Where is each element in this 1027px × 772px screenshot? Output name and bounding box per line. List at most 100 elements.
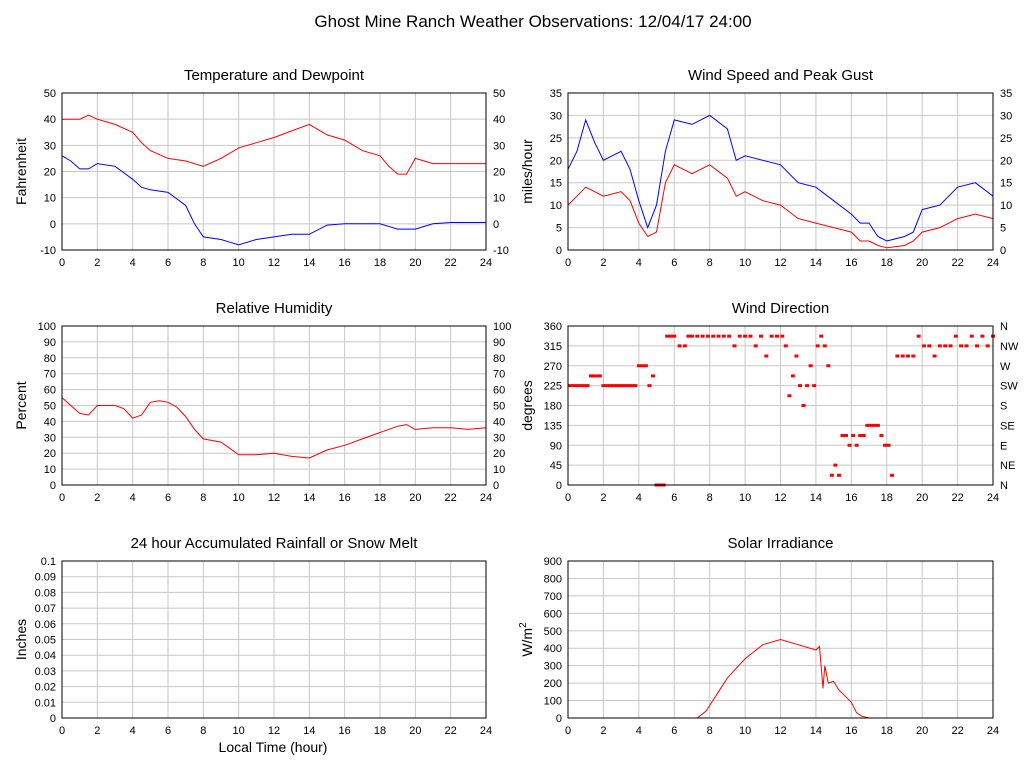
x-tick-label: 0 [59, 492, 65, 504]
x-tick-label: 4 [636, 257, 642, 269]
x-tick-label: 4 [636, 725, 642, 737]
wind-direction-point [790, 374, 795, 378]
wind-direction-point [764, 354, 769, 358]
x-tick-label: 22 [445, 725, 457, 737]
wind-direction-point [636, 364, 641, 368]
x-tick-label: 6 [671, 492, 677, 504]
wind-direction-point [875, 423, 880, 427]
x-tick-label: 14 [303, 725, 315, 737]
wind-direction-point [668, 334, 673, 338]
x-tick-label: 6 [671, 257, 677, 269]
x-tick-label: 10 [233, 492, 245, 504]
x-tick-label: 6 [165, 492, 171, 504]
wind-direction-point [705, 334, 710, 338]
x-tick-label: 12 [268, 492, 280, 504]
wind-direction-point [975, 344, 980, 348]
x-tick-label: 2 [94, 257, 100, 269]
plot-frame [61, 325, 487, 486]
plot-frame [567, 92, 994, 251]
wind-direction-point [612, 384, 617, 388]
wind-direction-point [643, 364, 648, 368]
y-tick-label: 60 [44, 385, 56, 397]
x-tick-label: 24 [480, 725, 492, 737]
compass-label: N [1000, 321, 1008, 333]
x-tick-label: 12 [774, 725, 786, 737]
wind-direction-point [980, 334, 985, 338]
wind-direction-point [833, 463, 838, 467]
x-tick-label: 22 [445, 492, 457, 504]
panel-title: Wind Direction [732, 300, 830, 317]
wind-direction-point [879, 434, 884, 438]
wind-direction-point [927, 344, 932, 348]
y-tick-label: 0.08 [35, 587, 56, 599]
wind-direction-point [633, 384, 638, 388]
y-tick-label: 360 [544, 321, 562, 333]
y-tick-label: -10 [40, 245, 56, 257]
y-tick-label: 0 [50, 713, 56, 725]
right-y-tick-label: 50 [493, 401, 505, 413]
x-tick-label: 0 [59, 725, 65, 737]
panel-rain: 24 hour Accumulated Rainfall or Snow Mel… [13, 535, 492, 737]
wind-direction-point [665, 334, 670, 338]
x-tick-label: 2 [600, 257, 606, 269]
wind-direction-point [829, 473, 834, 477]
y-tick-label: 315 [544, 341, 562, 353]
y-tick-label: 20 [44, 167, 56, 179]
x-tick-label: 16 [845, 257, 857, 269]
x-tick-label: 20 [916, 492, 928, 504]
x-tick-label: 8 [707, 492, 713, 504]
wind-direction-point [921, 344, 926, 348]
x-tick-label: 24 [987, 492, 999, 504]
plot-frame [61, 560, 487, 719]
x-tick-label: 22 [445, 257, 457, 269]
right-y-tick-label: 10 [493, 193, 505, 205]
series-line-wind-0 [567, 114, 994, 242]
y-tick-label: 0.03 [35, 666, 56, 678]
x-tick-label: 2 [600, 725, 606, 737]
y-axis-label: Fahrenheit [13, 138, 29, 205]
right-y-tick-label: 30 [493, 140, 505, 152]
right-y-tick-label: 0 [493, 219, 499, 231]
panel-title: Wind Speed and Peak Gust [688, 67, 874, 84]
right-y-tick-label: 40 [493, 114, 505, 126]
x-tick-label: 12 [774, 492, 786, 504]
x-tick-label: 10 [739, 257, 751, 269]
y-tick-label: 0.09 [35, 572, 56, 584]
panel-title: Solar Irradiance [728, 535, 834, 552]
x-tick-label: 18 [881, 492, 893, 504]
y-tick-label: 270 [544, 361, 562, 373]
wind-direction-point [861, 434, 866, 438]
x-tick-label: 18 [374, 492, 386, 504]
wind-direction-point [815, 344, 820, 348]
wind-direction-point [753, 344, 758, 348]
y-tick-label: 35 [550, 88, 562, 100]
wind-direction-point [797, 384, 802, 388]
y-tick-label: 20 [550, 155, 562, 167]
y-tick-label: 100 [544, 696, 562, 708]
wind-direction-point [769, 334, 774, 338]
y-axis-label: miles/hour [519, 139, 535, 204]
x-tick-label: 24 [480, 492, 492, 504]
y-tick-label: 400 [544, 643, 562, 655]
panel-title: 24 hour Accumulated Rainfall or Snow Mel… [131, 535, 419, 552]
y-axis-label: Inches [13, 619, 29, 660]
wind-direction-point [840, 434, 845, 438]
x-tick-label: 20 [409, 725, 421, 737]
y-tick-label: 30 [44, 140, 56, 152]
wind-direction-point [686, 334, 691, 338]
y-tick-label: 30 [550, 110, 562, 122]
y-tick-label: 40 [44, 416, 56, 428]
right-y-tick-label: 10 [1000, 200, 1012, 212]
y-tick-label: 70 [44, 369, 56, 381]
x-tick-label: 16 [845, 725, 857, 737]
wind-direction-point [953, 334, 958, 338]
wind-direction-point [743, 334, 748, 338]
compass-label: SE [1000, 420, 1015, 432]
x-tick-label: 20 [916, 257, 928, 269]
y-tick-label: 20 [44, 448, 56, 460]
right-y-tick-label: 40 [493, 416, 505, 428]
wind-direction-point [629, 384, 634, 388]
wind-direction-point [619, 384, 624, 388]
